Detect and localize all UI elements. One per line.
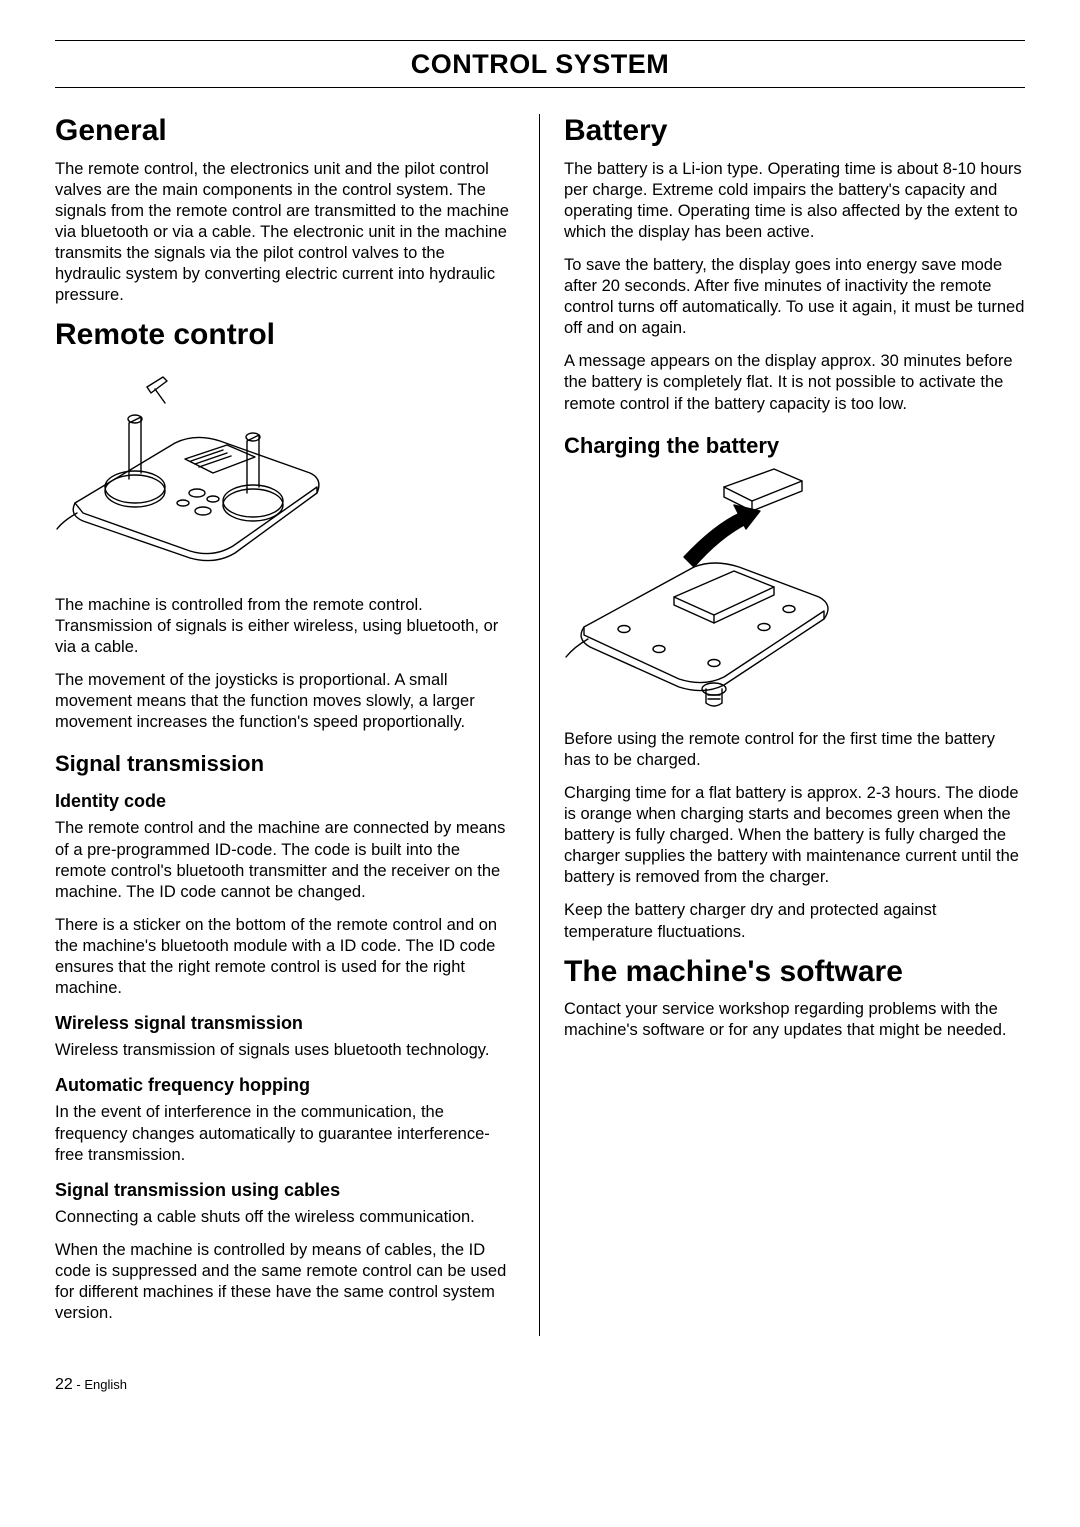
remote-control-illustration-icon: [55, 363, 335, 583]
charging-p3: Keep the battery charger dry and protect…: [564, 900, 1025, 942]
heading-battery: Battery: [564, 114, 1025, 149]
charging-p2: Charging time for a flat battery is appr…: [564, 783, 1025, 889]
cables-p2: When the machine is controlled by means …: [55, 1240, 515, 1324]
heading-identity-code: Identity code: [55, 791, 515, 812]
charging-p1: Before using the remote control for the …: [564, 729, 1025, 771]
wireless-p1: Wireless transmission of signals uses bl…: [55, 1040, 515, 1061]
heading-general: General: [55, 114, 515, 149]
heading-signal-transmission: Signal transmission: [55, 751, 515, 777]
page-footer: 22 - English: [55, 1376, 1025, 1394]
two-column-layout: General The remote control, the electron…: [55, 114, 1025, 1336]
right-column: Battery The battery is a Li-ion type. Op…: [540, 114, 1025, 1336]
page-number: 22: [55, 1376, 73, 1393]
identity-p2: There is a sticker on the bottom of the …: [55, 915, 515, 999]
heading-cables: Signal transmission using cables: [55, 1180, 515, 1201]
cables-p1: Connecting a cable shuts off the wireles…: [55, 1207, 515, 1228]
left-column: General The remote control, the electron…: [55, 114, 540, 1336]
general-p1: The remote control, the electronics unit…: [55, 159, 515, 307]
heading-charging: Charging the battery: [564, 433, 1025, 459]
software-p1: Contact your service workshop regarding …: [564, 999, 1025, 1041]
battery-p3: A message appears on the display approx.…: [564, 351, 1025, 414]
identity-p1: The remote control and the machine are c…: [55, 818, 515, 902]
page-title: CONTROL SYSTEM: [55, 43, 1025, 88]
remote-p2: The movement of the joysticks is proport…: [55, 670, 515, 733]
top-rule: [55, 40, 1025, 41]
battery-p2: To save the battery, the display goes in…: [564, 255, 1025, 339]
heading-wireless: Wireless signal transmission: [55, 1013, 515, 1034]
remote-p1: The machine is controlled from the remot…: [55, 595, 515, 658]
heading-freq-hopping: Automatic frequency hopping: [55, 1075, 515, 1096]
charging-battery-illustration-icon: [564, 467, 844, 717]
battery-p1: The battery is a Li-ion type. Operating …: [564, 159, 1025, 243]
freq-p1: In the event of interference in the comm…: [55, 1102, 515, 1165]
heading-software: The machine's software: [564, 955, 1025, 990]
page-lang: - English: [73, 1377, 127, 1392]
heading-remote-control: Remote control: [55, 318, 515, 353]
